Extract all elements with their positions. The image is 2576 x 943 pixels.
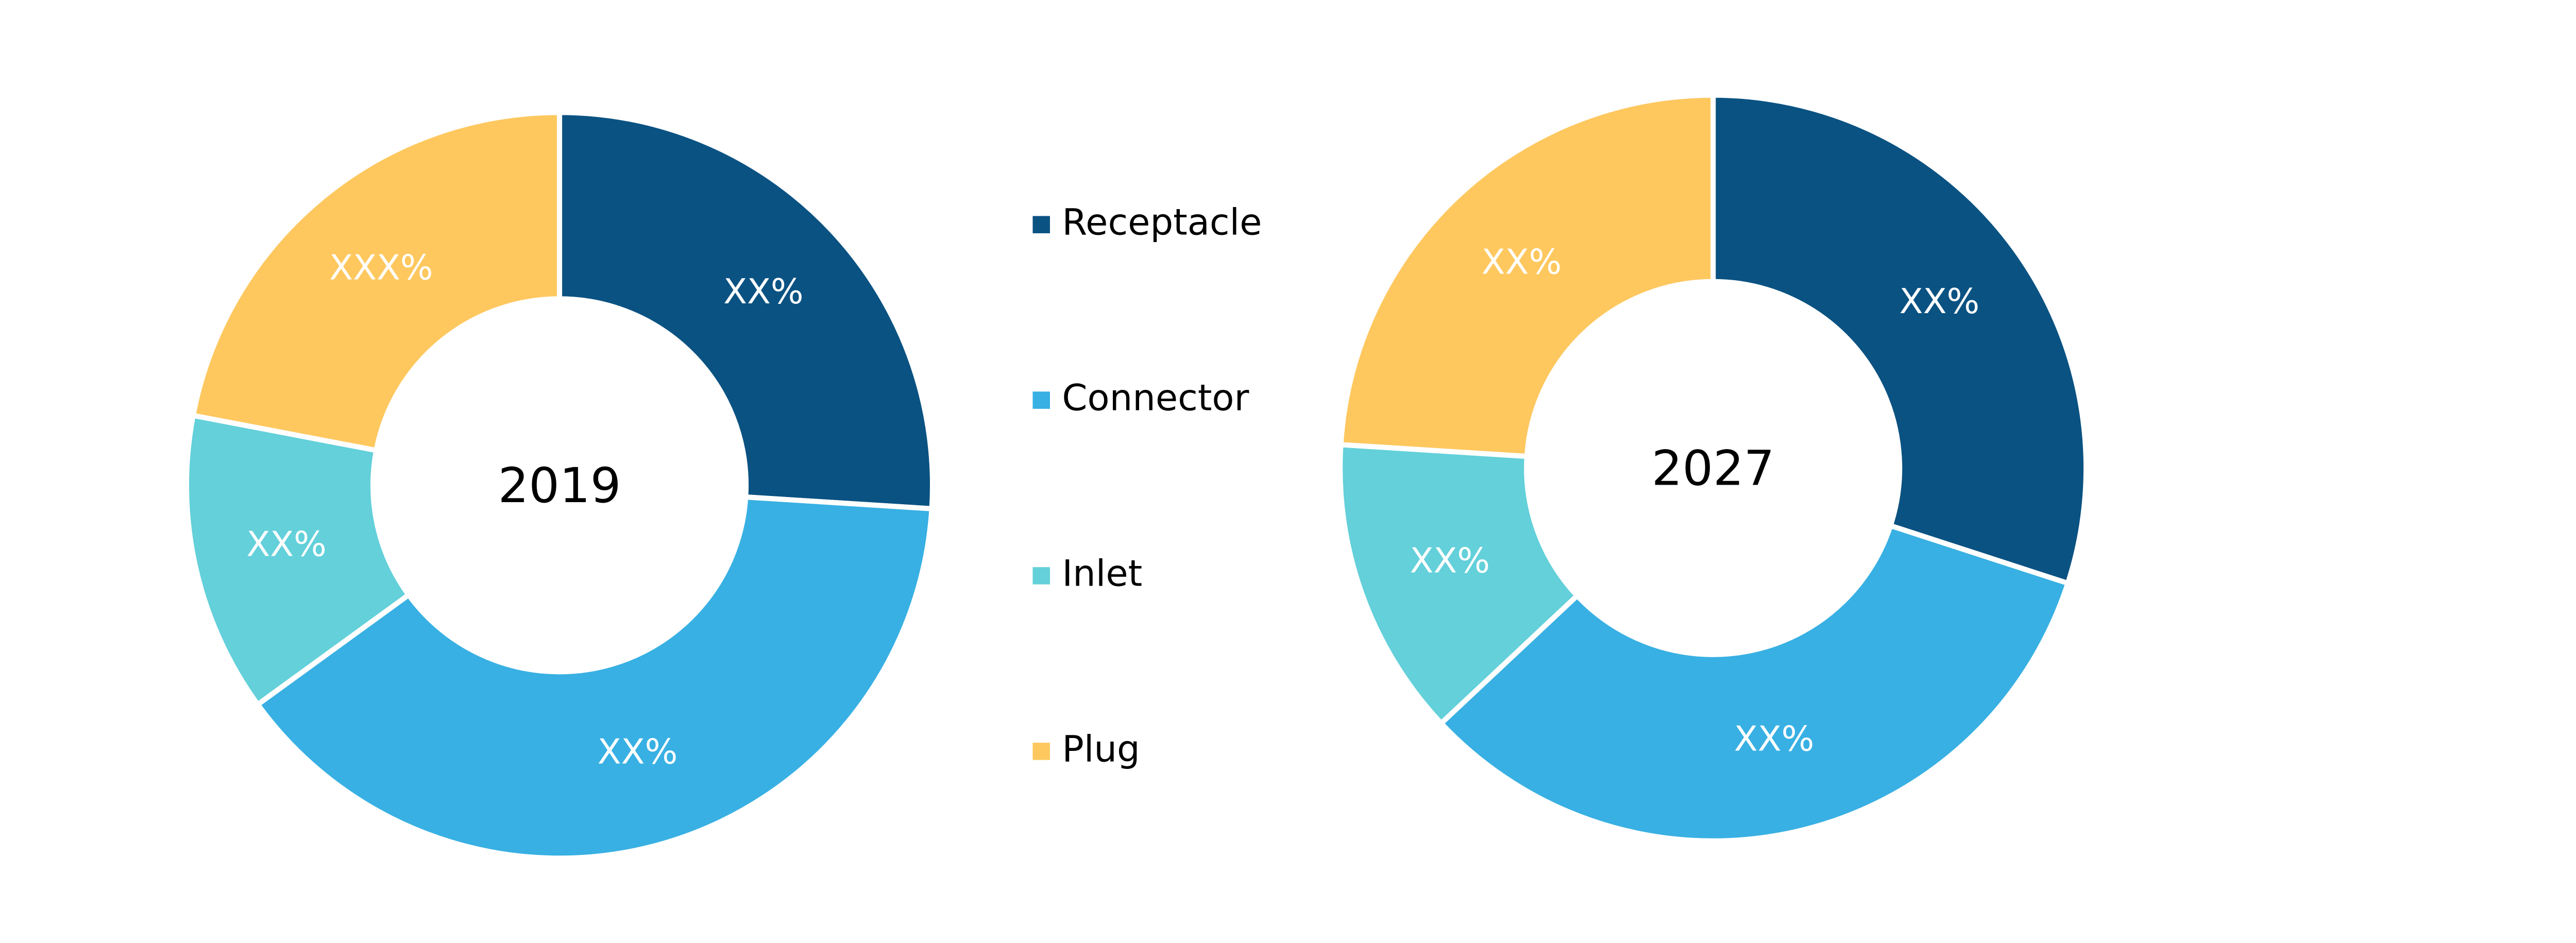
legend-label: Receptacle <box>1062 201 1262 244</box>
donut-slice <box>254 494 935 861</box>
legend-swatch <box>1032 567 1050 585</box>
legend-label: Inlet <box>1062 552 1142 594</box>
donut-slice <box>1337 442 1581 727</box>
slice-label: XX% <box>1900 281 1979 321</box>
slice-label: XXX% <box>329 247 433 287</box>
slice-label: XX% <box>723 271 804 312</box>
center-title: 2019 <box>498 458 621 514</box>
center-title: 2027 <box>1652 440 1775 496</box>
donut-slice <box>1338 92 1716 459</box>
donut-slice <box>183 412 413 708</box>
slice-label: XX% <box>1734 718 1815 759</box>
legend-swatch <box>1032 216 1050 233</box>
slice-label: XX% <box>598 731 678 771</box>
donut-slice <box>556 110 936 512</box>
legend-label: Plug <box>1062 728 1140 770</box>
donut-slice <box>190 110 563 454</box>
donut-slice <box>1437 522 2072 844</box>
slice-label: XX% <box>246 524 327 564</box>
legend-label: Connector <box>1062 377 1249 419</box>
legend-swatch <box>1032 743 1050 760</box>
legend-swatch <box>1032 391 1050 409</box>
slice-label: XX% <box>1410 540 1490 580</box>
slice-label: XX% <box>1482 242 1562 282</box>
donut-slice <box>1710 92 2089 587</box>
